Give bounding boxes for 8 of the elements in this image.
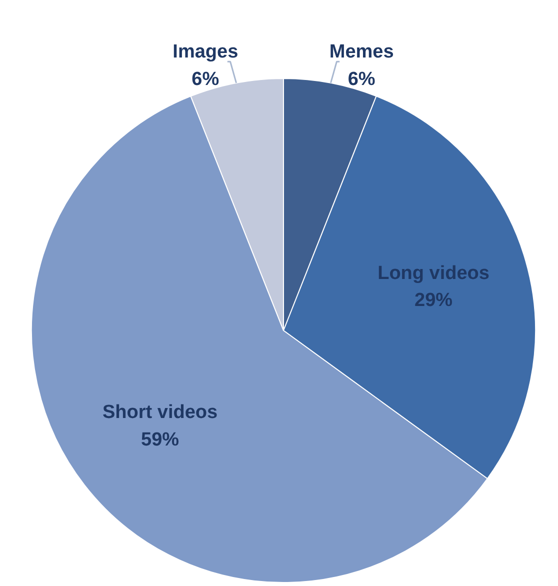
slice-label: Images	[172, 41, 238, 62]
data-label: 6%	[192, 68, 220, 90]
slice-label: Short videos	[102, 402, 218, 424]
slice-label: Memes	[329, 41, 394, 62]
data-label: 59%	[141, 429, 180, 450]
data-label: 6%	[348, 68, 376, 90]
slice-label: Long videos	[378, 262, 490, 284]
data-label: 29%	[414, 290, 453, 312]
